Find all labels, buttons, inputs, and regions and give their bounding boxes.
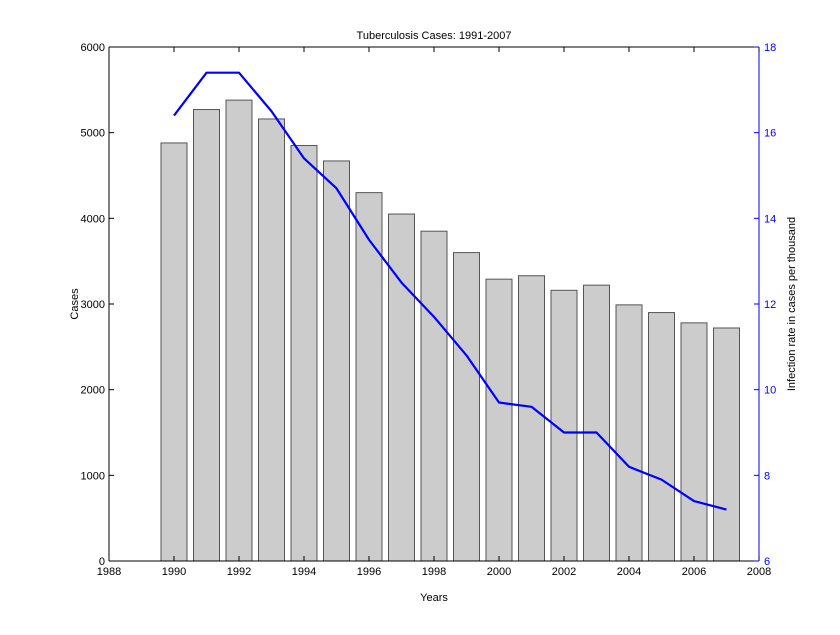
infection-rate-line xyxy=(173,71,727,511)
bars-layer xyxy=(160,99,740,562)
bar-1991 xyxy=(193,109,220,562)
y-tick-label-6000: 6000 xyxy=(81,42,105,54)
bar-1995 xyxy=(323,160,350,562)
y2-tick-label-8: 8 xyxy=(764,470,770,482)
x-tick-label-1990: 1990 xyxy=(162,566,186,578)
y2-tick-label-6: 6 xyxy=(764,556,770,568)
bar-2004 xyxy=(615,304,643,562)
y-axis-label: Cases xyxy=(69,288,81,320)
x-tick-label-1992: 1992 xyxy=(227,566,251,578)
y-tick-label-5000: 5000 xyxy=(81,128,105,140)
bar-2003 xyxy=(583,284,610,562)
chart-title: Tuberculosis Cases: 1991-2007 xyxy=(357,30,512,42)
y2-tick-label-18: 18 xyxy=(764,42,776,54)
bar-1993 xyxy=(258,118,285,562)
bar-1994 xyxy=(290,145,318,562)
y-tick-label-2000: 2000 xyxy=(81,385,105,397)
x-tick-label-1988: 1988 xyxy=(97,566,121,578)
line-layer xyxy=(173,71,727,511)
x-tick-label-2000: 2000 xyxy=(487,566,511,578)
bar-1996 xyxy=(355,192,383,562)
y2-tick-label-14: 14 xyxy=(764,213,776,225)
bar-1997 xyxy=(388,213,415,562)
y-tick-label-3000: 3000 xyxy=(81,299,105,311)
bar-2000 xyxy=(485,278,513,562)
bar-1992 xyxy=(225,99,253,562)
bar-2001 xyxy=(518,275,545,562)
y2-tick-label-16: 16 xyxy=(764,128,776,140)
y2-axis-label: Infection rate in cases per thousand xyxy=(786,217,798,391)
x-tick-label-2006: 2006 xyxy=(682,566,706,578)
x-tick-label-2002: 2002 xyxy=(552,566,576,578)
bar-1998 xyxy=(420,230,448,562)
x-axis-label: Years xyxy=(420,592,448,604)
y-tick-label-4000: 4000 xyxy=(81,213,105,225)
bar-2005 xyxy=(648,312,675,562)
x-tick-label-1994: 1994 xyxy=(292,566,316,578)
x-tick-label-1998: 1998 xyxy=(422,566,446,578)
bar-1999 xyxy=(453,252,480,562)
y2-tick-label-12: 12 xyxy=(764,299,776,311)
bar-1990 xyxy=(160,142,188,562)
x-tick-label-2004: 2004 xyxy=(617,566,641,578)
y2-tick-label-10: 10 xyxy=(764,385,776,397)
axes-layer: 1988 1990 1992 1994 1996 1998 2000 2002 2004 2006… xyxy=(81,42,777,578)
y-tick-label-0: 0 xyxy=(99,556,105,568)
bar-2006 xyxy=(680,322,708,562)
y-tick-label-1000: 1000 xyxy=(81,470,105,482)
x-tick-label-1996: 1996 xyxy=(357,566,381,578)
bar-2007 xyxy=(713,327,740,562)
x-tick-label-2008: 2008 xyxy=(747,566,771,578)
